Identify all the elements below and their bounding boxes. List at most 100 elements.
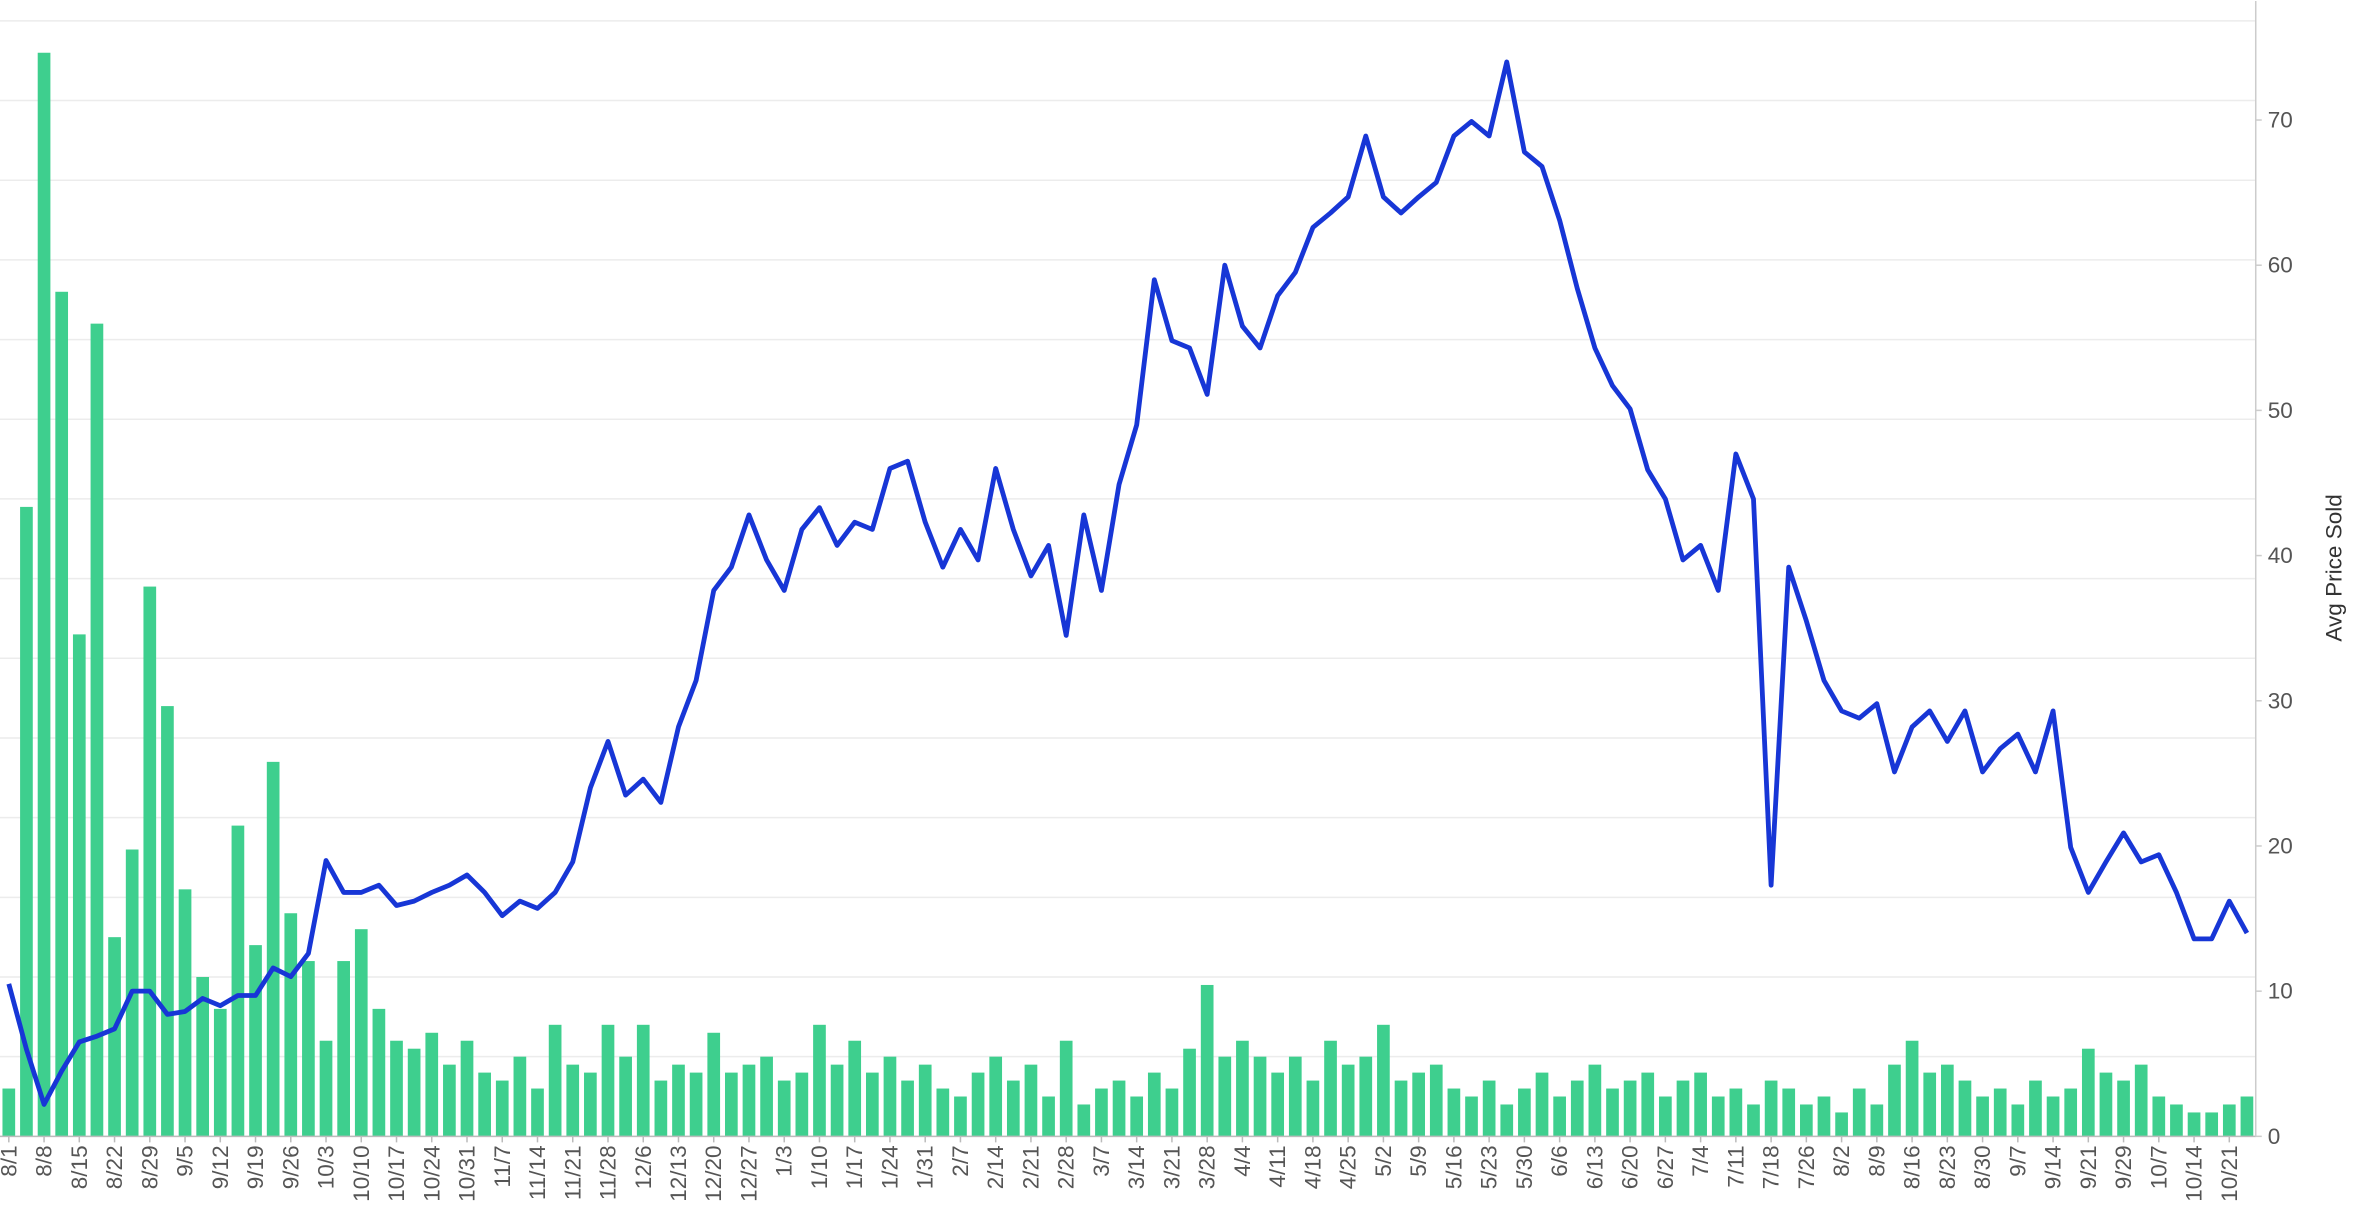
bar <box>1711 1096 1725 1137</box>
x-tick-label: 9/29 <box>2111 1145 2136 1189</box>
bar <box>1729 1088 1743 1137</box>
bar <box>601 1024 615 1137</box>
y2-tick-label: 20 <box>2268 833 2293 858</box>
bar <box>443 1064 456 1137</box>
bar <box>760 1056 773 1137</box>
bar <box>1200 984 1214 1137</box>
x-tick-label: 8/8 <box>32 1145 57 1176</box>
bar <box>1394 1080 1408 1137</box>
bar <box>901 1080 914 1137</box>
bar <box>619 1056 632 1137</box>
bar <box>2187 1112 2201 1137</box>
bar <box>2011 1104 2025 1137</box>
x-tick-label: 8/29 <box>137 1145 162 1189</box>
bar <box>284 913 298 1137</box>
bar <box>2081 1048 2095 1137</box>
x-tick-label: 10/3 <box>314 1145 339 1189</box>
x-tick-label: 2/28 <box>1054 1145 1079 1189</box>
y2-tick-label: 30 <box>2268 688 2293 713</box>
x-tick-label: 5/30 <box>1512 1145 1537 1189</box>
bar <box>1676 1080 1690 1137</box>
bar <box>1147 1072 1161 1137</box>
x-tick-label: 5/16 <box>1441 1145 1466 1189</box>
bar <box>566 1064 580 1137</box>
x-tick-label: 5/9 <box>1406 1145 1431 1176</box>
bar <box>2046 1096 2060 1137</box>
y2-tick-label: 70 <box>2268 108 2293 133</box>
x-tick-label: 8/15 <box>67 1145 92 1189</box>
bar <box>390 1040 403 1137</box>
bar <box>1694 1072 1707 1137</box>
bar <box>249 945 262 1137</box>
x-tick-label: 11/21 <box>560 1145 585 1200</box>
bar <box>865 1072 879 1137</box>
bar <box>1588 1064 1602 1137</box>
bar <box>196 976 210 1137</box>
bar <box>1958 1080 1972 1137</box>
bar <box>1130 1096 1144 1137</box>
bar <box>1059 1040 1073 1137</box>
x-tick-label: 12/6 <box>631 1145 656 1189</box>
bar <box>231 825 245 1137</box>
bar <box>883 1056 897 1137</box>
x-tick-label: 6/20 <box>1618 1145 1643 1189</box>
price-line <box>6 59 2250 1107</box>
bar <box>1429 1064 1443 1137</box>
x-tick-label: 8/2 <box>1829 1145 1854 1176</box>
x-tick-label: 4/18 <box>1300 1145 1325 1189</box>
bar <box>1993 1088 2007 1137</box>
bar <box>1183 1048 1196 1137</box>
x-tick-label: 10/21 <box>2217 1145 2242 1201</box>
x-tick-label: 2/7 <box>948 1145 973 1176</box>
bar <box>1905 1040 1919 1137</box>
x-tick-label: 9/19 <box>243 1145 268 1189</box>
y2-tick-label: 10 <box>2268 979 2293 1004</box>
x-tick-label: 9/5 <box>173 1145 198 1176</box>
x-tick-label: 5/2 <box>1371 1145 1396 1176</box>
bar <box>1800 1104 1813 1137</box>
bar <box>266 761 280 1137</box>
bar <box>495 1080 509 1137</box>
x-tick-label: 11/7 <box>490 1145 515 1187</box>
bar <box>2134 1064 2148 1137</box>
x-tick-label: 1/10 <box>807 1145 832 1189</box>
bar <box>1570 1080 1584 1137</box>
y2-tick-label: 60 <box>2268 253 2293 278</box>
x-tick-label: 4/11 <box>1265 1145 1290 1187</box>
x-tick-label: 3/14 <box>1124 1145 1149 1189</box>
bar <box>1852 1088 1866 1137</box>
bar <box>1940 1064 1954 1137</box>
bar <box>1606 1088 1619 1137</box>
bar <box>1659 1096 1672 1137</box>
bar <box>1888 1064 1901 1137</box>
bar <box>1641 1072 1655 1137</box>
bar <box>161 706 174 1137</box>
bar <box>2170 1104 2183 1137</box>
bar <box>654 1080 668 1137</box>
x-tick-label: 6/27 <box>1653 1145 1678 1189</box>
x-tick-label: 1/3 <box>772 1145 797 1176</box>
bar <box>1324 1040 1337 1137</box>
bar <box>1447 1088 1461 1137</box>
bar <box>1518 1088 1531 1137</box>
bar <box>1006 1080 1020 1137</box>
bar <box>1288 1056 1302 1137</box>
x-tick-label: 10/10 <box>349 1145 374 1201</box>
bar <box>1870 1104 1884 1137</box>
bar <box>1482 1080 1496 1137</box>
x-tick-label: 8/9 <box>1864 1145 1889 1176</box>
x-tick-label: 4/25 <box>1336 1145 1361 1189</box>
bar <box>90 323 104 1137</box>
x-tick-label: 3/21 <box>1159 1145 1184 1189</box>
x-tick-label: 8/16 <box>1900 1145 1925 1189</box>
x-tick-label: 8/22 <box>102 1145 127 1189</box>
bar <box>954 1096 967 1137</box>
bar <box>2240 1096 2254 1137</box>
bar <box>1359 1056 1373 1137</box>
bar <box>725 1072 738 1137</box>
x-tick-label: 3/28 <box>1195 1145 1220 1189</box>
bar <box>742 1064 756 1137</box>
bar <box>548 1024 562 1137</box>
x-tick-label: 12/27 <box>736 1145 761 1201</box>
